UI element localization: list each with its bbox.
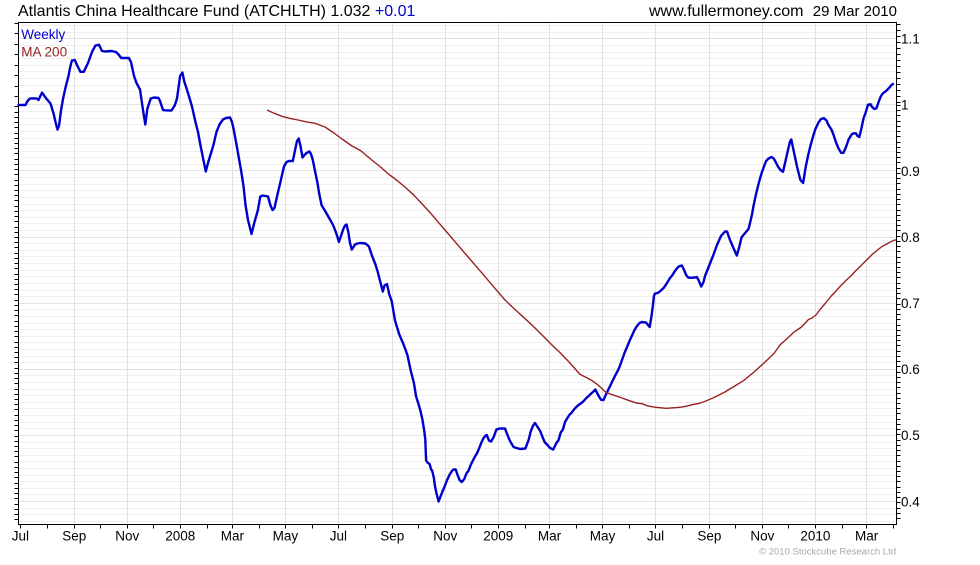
svg-text:Nov: Nov — [750, 529, 774, 544]
svg-text:MA 200: MA 200 — [21, 45, 67, 60]
svg-text:2009: 2009 — [483, 529, 513, 544]
svg-text:Sep: Sep — [62, 529, 86, 544]
svg-text:May: May — [273, 529, 299, 544]
svg-text:Jul: Jul — [330, 529, 347, 544]
svg-text:Nov: Nov — [115, 529, 139, 544]
svg-text:May: May — [590, 529, 616, 544]
svg-text:Mar: Mar — [221, 529, 245, 544]
svg-text:0.9: 0.9 — [901, 164, 920, 179]
svg-text:Jul: Jul — [12, 529, 29, 544]
svg-text:0.6: 0.6 — [901, 362, 920, 377]
svg-text:Mar: Mar — [855, 529, 879, 544]
svg-text:1.1: 1.1 — [901, 32, 920, 47]
svg-text:Jul: Jul — [647, 529, 664, 544]
svg-text:0.7: 0.7 — [901, 296, 920, 311]
svg-text:Nov: Nov — [433, 529, 457, 544]
svg-text:Mar: Mar — [538, 529, 562, 544]
svg-text:Weekly: Weekly — [21, 27, 65, 42]
svg-text:29 Mar 2010: 29 Mar 2010 — [813, 3, 897, 20]
svg-text:www.fullermoney.com: www.fullermoney.com — [648, 3, 803, 20]
svg-text:2010: 2010 — [800, 529, 830, 544]
svg-text:Sep: Sep — [697, 529, 721, 544]
svg-text:© 2010 Stockcube Research Ltd: © 2010 Stockcube Research Ltd — [759, 547, 896, 558]
svg-text:Atlantis China Healthcare Fund: Atlantis China Healthcare Fund (ATCHLTH)… — [18, 3, 415, 20]
svg-text:0.8: 0.8 — [901, 230, 920, 245]
svg-text:Sep: Sep — [380, 529, 404, 544]
svg-text:1: 1 — [901, 98, 909, 113]
svg-text:2008: 2008 — [165, 529, 195, 544]
svg-text:0.4: 0.4 — [901, 494, 920, 509]
svg-text:0.5: 0.5 — [901, 428, 920, 443]
